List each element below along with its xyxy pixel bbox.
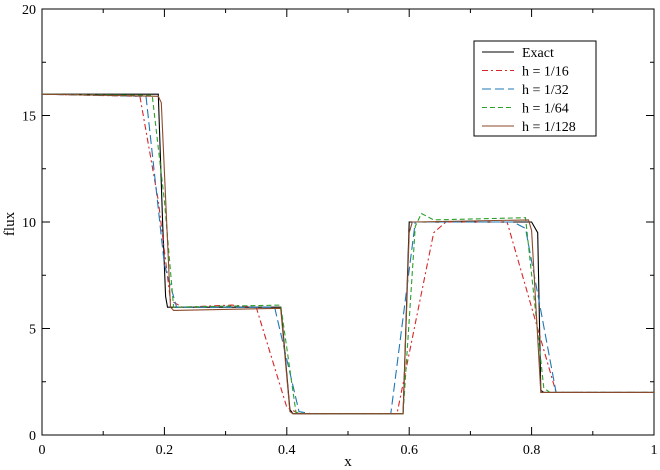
legend-box	[473, 40, 597, 137]
x-tick-label: 1	[651, 443, 658, 458]
legend-label: h = 1/16	[522, 65, 569, 80]
x-tick-label: 0.4	[278, 443, 296, 458]
series-group	[41, 93, 654, 415]
y-tick-label: 5	[29, 323, 36, 338]
x-tick-label: 0.8	[523, 443, 541, 458]
y-axis-title: flux	[2, 211, 18, 236]
series-line-1	[42, 93, 654, 415]
series-line-4	[41, 93, 654, 415]
y-tick-label: 20	[22, 3, 36, 18]
x-tick-label: 0	[39, 443, 46, 458]
legend: Exact h = 1/16 h = 1/32 h = 1/64 h = 1/128	[473, 40, 597, 137]
x-axis-title: x	[344, 454, 352, 470]
x-tick-label: 0.6	[400, 443, 418, 458]
legend-label: h = 1/128	[522, 120, 576, 135]
legend-label: h = 1/64	[522, 102, 569, 117]
series-line-5	[41, 93, 654, 415]
y-tick-label: 0	[29, 429, 36, 444]
series-line-2	[41, 93, 654, 415]
y-tick-label: 10	[22, 216, 36, 231]
series-line-3	[41, 93, 654, 415]
legend-label: Exact	[522, 46, 554, 61]
x-tick-label: 0.2	[156, 443, 174, 458]
y-tick-label: 15	[22, 110, 36, 125]
legend-label: h = 1/32	[522, 83, 569, 98]
